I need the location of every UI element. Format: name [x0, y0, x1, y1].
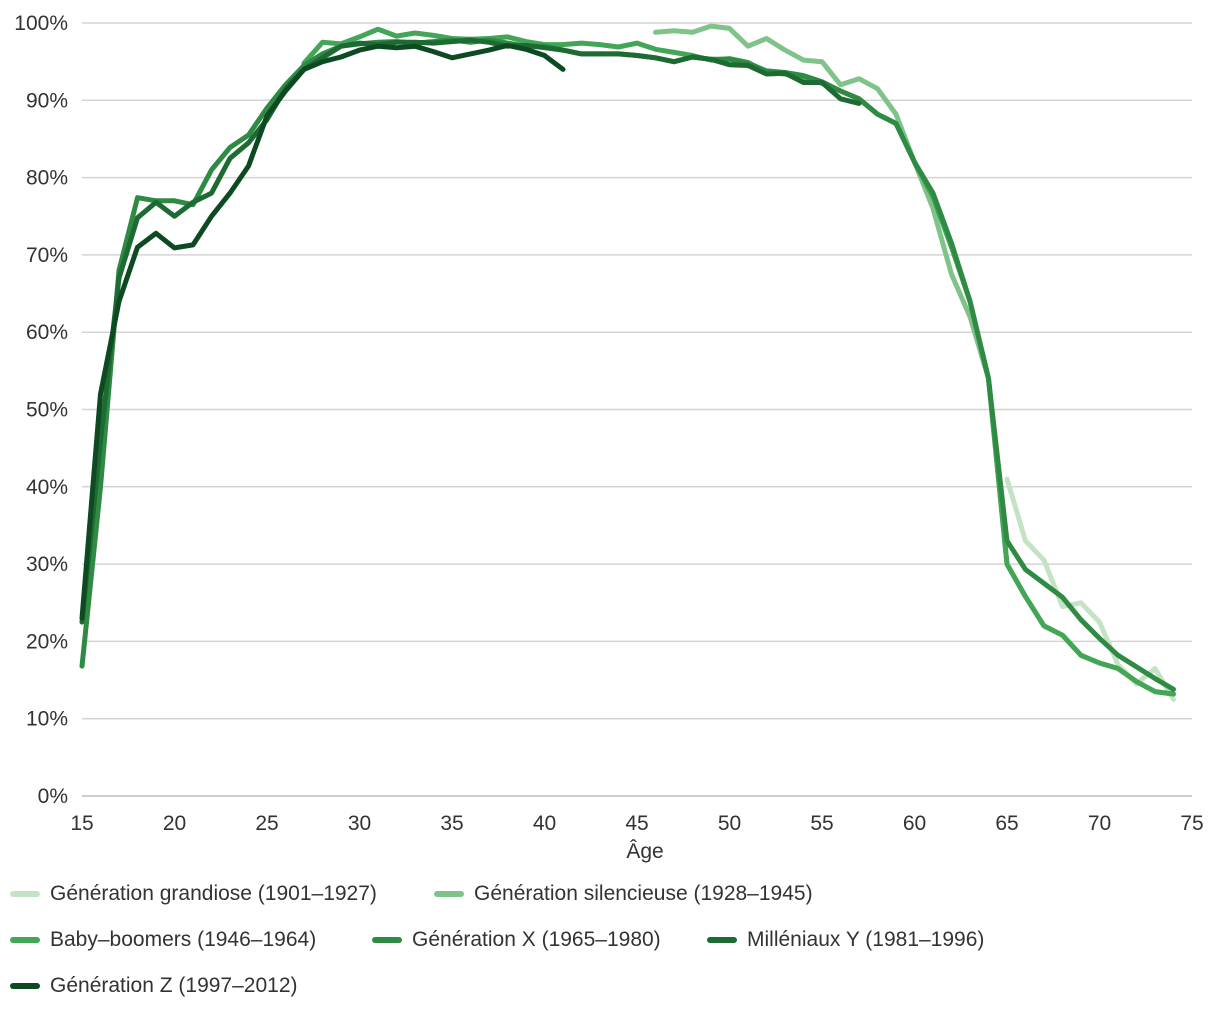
legend-item: Génération silencieuse (1928–1945) [434, 878, 813, 910]
y-tick-label: 90% [26, 89, 68, 112]
y-tick-label: 50% [26, 399, 68, 422]
gridlines [82, 22, 1192, 797]
series-line-2 [653, 23, 1176, 697]
x-tick-label: 35 [440, 812, 463, 835]
legend-swatch [10, 937, 40, 943]
legend-swatch [372, 937, 402, 943]
legend-item: Milléniaux Y (1981–1996) [707, 924, 984, 956]
y-tick-label: 0% [38, 785, 68, 808]
x-tick-label: 75 [1180, 812, 1203, 835]
legend-swatch [434, 891, 464, 897]
y-tick-label: 30% [26, 553, 68, 576]
y-tick-label: 20% [26, 630, 68, 653]
y-tick-label: 70% [26, 244, 68, 267]
legend-item: Génération X (1965–1980) [372, 924, 661, 956]
x-tick-label: 40 [533, 812, 556, 835]
legend-item: Génération grandiose (1901–1927) [10, 878, 377, 910]
x-tick-label: 45 [625, 812, 648, 835]
series-line-5 [79, 37, 862, 625]
y-tick-label: 40% [26, 476, 68, 499]
series-line-3 [301, 26, 1176, 697]
x-tick-label: 70 [1088, 812, 1111, 835]
x-tick-label: 30 [348, 812, 371, 835]
x-tick-label: 15 [70, 812, 93, 835]
legend-swatch [707, 937, 737, 943]
x-tick-label: 60 [903, 812, 926, 835]
series-lines [79, 23, 1176, 702]
legend-label: Génération X (1965–1980) [412, 928, 661, 951]
legend-label: Baby–boomers (1946–1964) [50, 928, 317, 951]
legend-label: Génération silencieuse (1928–1945) [474, 882, 813, 905]
x-tick-label: 65 [995, 812, 1018, 835]
y-tick-label: 10% [26, 708, 68, 731]
x-tick-label: 50 [718, 812, 741, 835]
legend-label: Milléniaux Y (1981–1996) [747, 928, 985, 951]
legend-label: Génération Z (1997–2012) [50, 974, 298, 997]
x-tick-label: 25 [255, 812, 278, 835]
y-tick-label: 80% [26, 167, 68, 190]
x-tick-label: 55 [810, 812, 833, 835]
y-axis-ticks: 0% 10% 20% 30% 40% 50% 60% 70% 80% 90% 100% [14, 12, 68, 808]
x-axis-title: Âge [626, 840, 663, 863]
x-tick-label: 20 [163, 812, 186, 835]
legend-item: Baby–boomers (1946–1964) [10, 924, 316, 956]
legend-label: Génération grandiose (1901–1927) [50, 882, 377, 905]
line-chart: 0% 10% 20% 30% 40% 50% 60% 70% 80% 90% 100% 15 20 25… [14, 12, 1203, 863]
legend-swatch [10, 983, 40, 989]
x-axis-ticks: 15 20 25 30 35 40 45 50 55 60 65 70 75 [70, 812, 1203, 835]
legend-item: Génération Z (1997–2012) [10, 970, 298, 1002]
chart-area: 0% 10% 20% 30% 40% 50% 60% 70% 80% 90% 100% 15 20 25… [14, 12, 1203, 863]
y-tick-label: 100% [14, 12, 68, 35]
series-line-1 [1004, 476, 1176, 702]
y-tick-label: 60% [26, 321, 68, 344]
legend-swatch [10, 891, 40, 897]
series-line-6 [79, 42, 566, 621]
legend: Génération grandiose (1901–1927) Générati… [0, 870, 1220, 1020]
series-line-4 [79, 37, 1176, 692]
